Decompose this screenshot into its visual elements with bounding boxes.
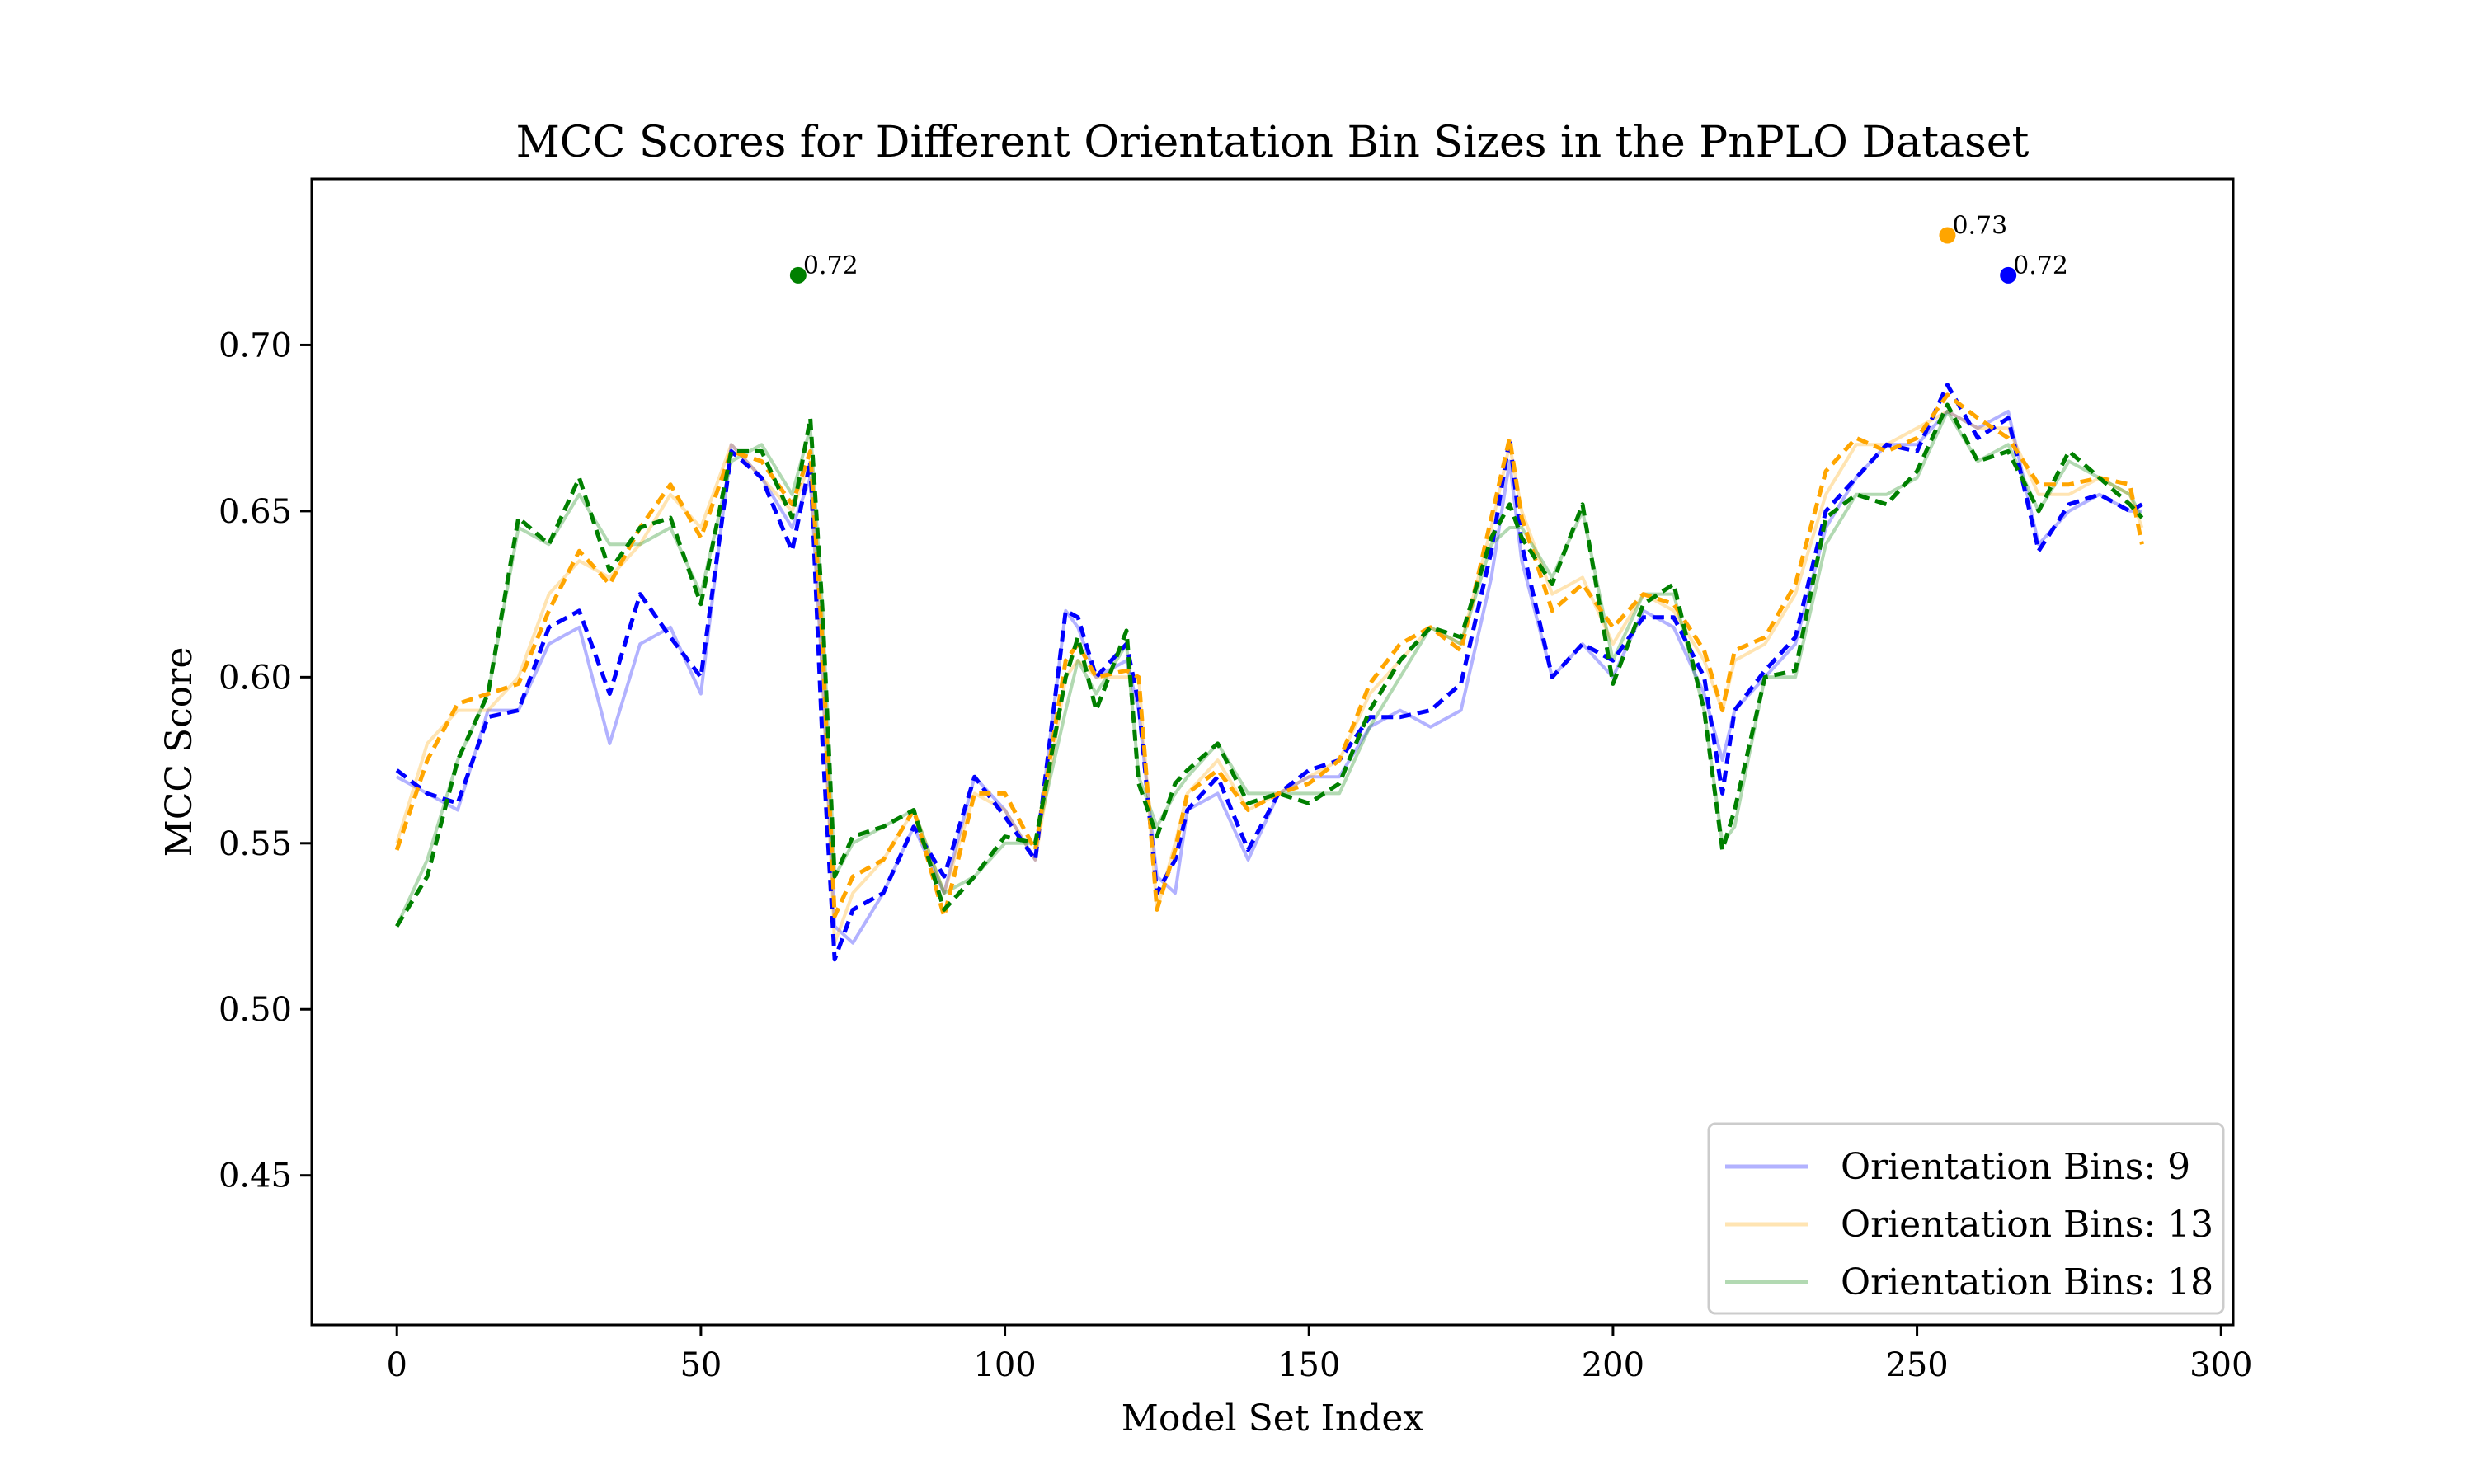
y-axis: 0.45 0.50 0.55 0.60 0.65 0.70 [219,326,312,1195]
x-tick-label: 0 [387,1346,407,1384]
x-tick-label: 200 [1582,1346,1644,1384]
series-line-mean-1 [395,383,2143,962]
x-axis-label: Model Set Index [1122,1397,1424,1439]
y-tick-label: 0.50 [219,991,292,1029]
legend-box [1707,1122,2225,1315]
y-tick-label: 0.65 [219,493,292,531]
max-point-label: 0.72 [803,251,858,280]
max-point-marker [2000,266,2017,284]
chart-title: MCC Scores for Different Orientation Bin… [516,118,2030,167]
series-line-mean-2 [394,392,2144,918]
max-point-label: 0.72 [2013,251,2068,280]
max-point-label: 0.73 [1952,211,2007,240]
x-tick-label: 150 [1277,1346,1340,1384]
legend: Orientation Bins: 9 Orientation Bins: 13 O… [1707,1122,2225,1315]
y-axis-label: MCC Score [158,647,200,857]
plot-area: 0.720.730.72 [310,177,2235,1327]
x-tick-label: 50 [680,1346,722,1384]
x-tick-label: 250 [1885,1346,1948,1384]
x-tick-label: 100 [973,1346,1036,1384]
y-tick-label: 0.55 [219,825,292,863]
max-point-marker [1939,227,1956,244]
y-tick-label: 0.45 [219,1158,292,1195]
legend-entry-label: Orientation Bins: 9 [1841,1146,2190,1188]
series-line-raw-2 [395,410,2144,945]
legend-entry-label: Orientation Bins: 18 [1841,1261,2213,1303]
x-tick-label: 300 [2189,1346,2252,1384]
series-line-mean-3 [395,402,2144,928]
x-axis: 0 50 100 150 200 250 300 [387,1325,2252,1384]
plot-border [310,177,2235,1327]
max-point-marker [789,266,807,284]
series-layer [394,383,2144,962]
annotation-layer: 0.720.730.72 [789,211,2068,284]
legend-entry-label: Orientation Bins: 13 [1841,1204,2213,1246]
y-tick-label: 0.70 [219,326,292,364]
y-tick-label: 0.60 [219,659,292,697]
